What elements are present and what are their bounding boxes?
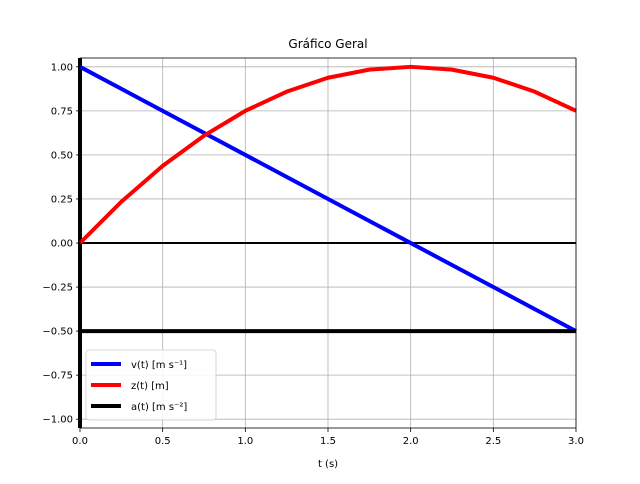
legend: v(t) [m s⁻¹] z(t) [m] a(t) [m s⁻²] (85, 349, 217, 421)
y-tick-label-3: 0.25 (51, 194, 73, 205)
y-tick-label-6: −0.50 (42, 327, 73, 338)
x-axis-ticks: 0.0 0.5 1.0 1.5 2.0 2.5 3.0 (72, 428, 584, 447)
y-tick-label-8: −1.00 (42, 415, 73, 426)
y-tick-label-5: −0.25 (42, 283, 73, 294)
legend-label: a(t) [m s⁻²] (131, 402, 187, 413)
legend-entry-a: a(t) [m s⁻²] (91, 402, 187, 413)
y-tick-label-7: −0.75 (42, 371, 73, 382)
y-axis-ticks: 1.00 0.75 0.50 0.25 0.00 −0.25 −0.50 −0.75 −1.00 (42, 62, 80, 426)
x-tick-label-3: 1.5 (320, 436, 336, 447)
series-line-z (78, 64, 577, 245)
legend-label: z(t) [m] (131, 381, 169, 392)
x-tick-label-6: 3.0 (568, 436, 584, 447)
legend-entries: v(t) [m s⁻¹] z(t) [m] a(t) [m s⁻²] (91, 360, 187, 413)
y-tick-label-2: 0.50 (51, 150, 73, 161)
x-axis-title: t (s) (318, 459, 338, 470)
legend-entry-z: z(t) [m] (91, 381, 169, 392)
y-tick-label-4: 0.00 (51, 239, 73, 250)
legend-label: v(t) [m s⁻¹] (131, 360, 187, 371)
x-tick-label-4: 2.0 (403, 436, 419, 447)
series-line-v (79, 65, 577, 333)
x-tick-label-5: 2.5 (485, 436, 501, 447)
x-tick-label-1: 0.5 (155, 436, 171, 447)
series-lines (78, 64, 577, 334)
y-tick-label-0: 1.00 (51, 62, 73, 73)
chart-title: Gráfico Geral (288, 37, 367, 51)
x-tick-label-0: 0.0 (72, 436, 88, 447)
x-tick-label-2: 1.0 (237, 436, 253, 447)
legend-box (85, 349, 217, 421)
y-tick-label-1: 0.75 (51, 106, 73, 117)
legend-entry-v: v(t) [m s⁻¹] (91, 360, 187, 371)
